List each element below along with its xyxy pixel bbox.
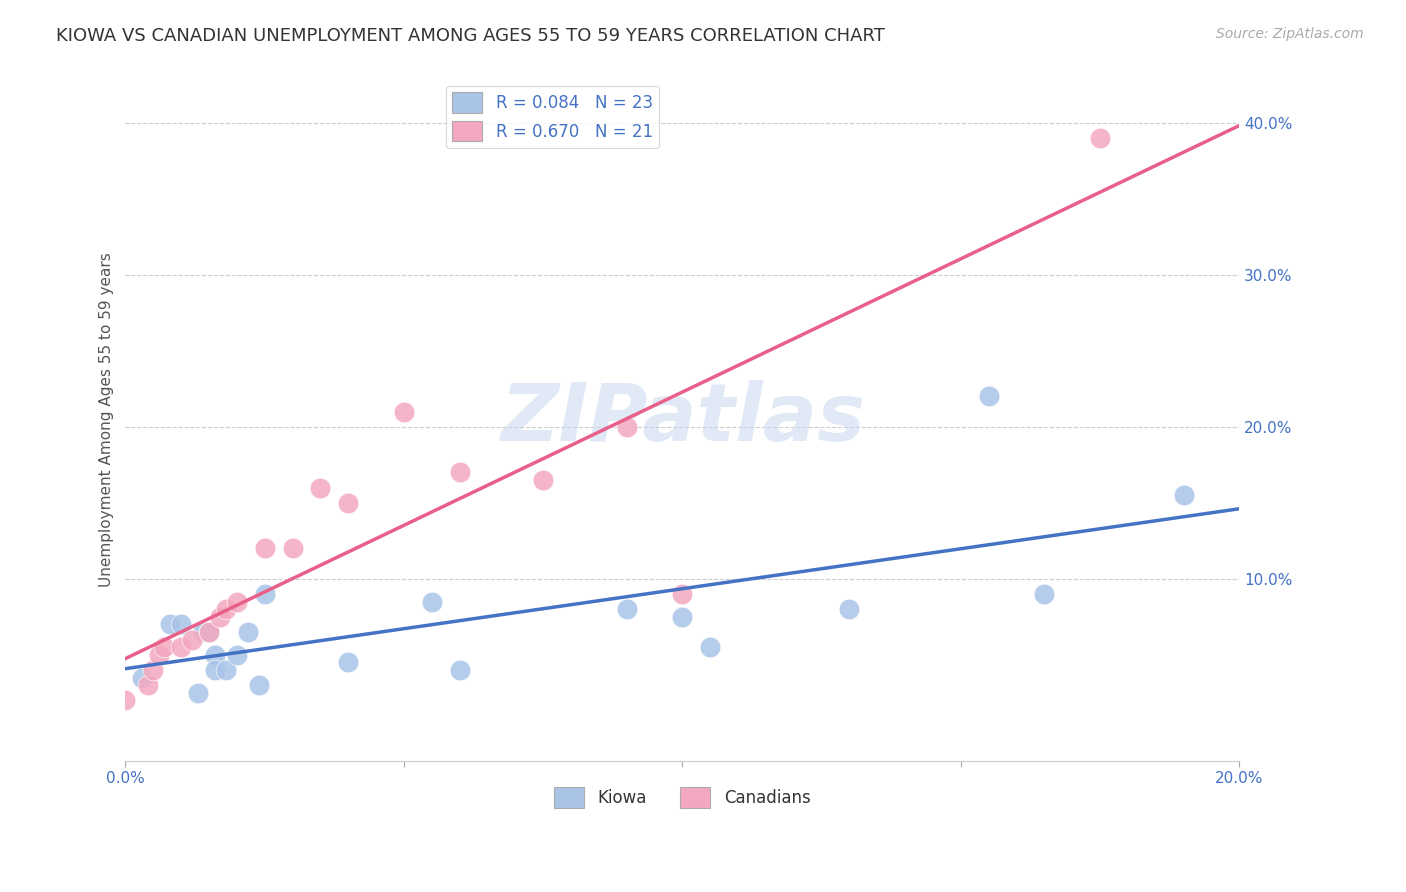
Point — [616, 602, 638, 616]
Point — [337, 656, 360, 670]
Point — [225, 648, 247, 662]
Point — [198, 624, 221, 639]
Text: KIOWA VS CANADIAN UNEMPLOYMENT AMONG AGES 55 TO 59 YEARS CORRELATION CHART: KIOWA VS CANADIAN UNEMPLOYMENT AMONG AGE… — [56, 27, 886, 45]
Point — [159, 617, 181, 632]
Text: ZIPatlas: ZIPatlas — [501, 380, 865, 458]
Point — [131, 671, 153, 685]
Point — [204, 663, 226, 677]
Point — [1173, 488, 1195, 502]
Point — [449, 466, 471, 480]
Point — [170, 617, 193, 632]
Point — [209, 609, 232, 624]
Point — [671, 609, 693, 624]
Point — [236, 624, 259, 639]
Point — [253, 587, 276, 601]
Point — [181, 632, 204, 647]
Point — [253, 541, 276, 556]
Point — [148, 648, 170, 662]
Point — [699, 640, 721, 654]
Point — [1088, 131, 1111, 145]
Point — [337, 496, 360, 510]
Point — [281, 541, 304, 556]
Point — [616, 420, 638, 434]
Point — [215, 602, 238, 616]
Point — [142, 663, 165, 677]
Point — [198, 624, 221, 639]
Point — [114, 693, 136, 707]
Point — [170, 640, 193, 654]
Point — [531, 473, 554, 487]
Point — [193, 624, 215, 639]
Point — [215, 663, 238, 677]
Point — [309, 481, 332, 495]
Text: Source: ZipAtlas.com: Source: ZipAtlas.com — [1216, 27, 1364, 41]
Point — [420, 594, 443, 608]
Legend: Kiowa, Canadians: Kiowa, Canadians — [547, 780, 817, 814]
Point — [225, 594, 247, 608]
Point — [977, 389, 1000, 403]
Point — [136, 678, 159, 692]
Point — [671, 587, 693, 601]
Point — [153, 640, 176, 654]
Point — [838, 602, 860, 616]
Point — [204, 648, 226, 662]
Point — [1033, 587, 1056, 601]
Point — [247, 678, 270, 692]
Y-axis label: Unemployment Among Ages 55 to 59 years: Unemployment Among Ages 55 to 59 years — [100, 252, 114, 587]
Point — [187, 686, 209, 700]
Point — [392, 405, 415, 419]
Point — [449, 663, 471, 677]
